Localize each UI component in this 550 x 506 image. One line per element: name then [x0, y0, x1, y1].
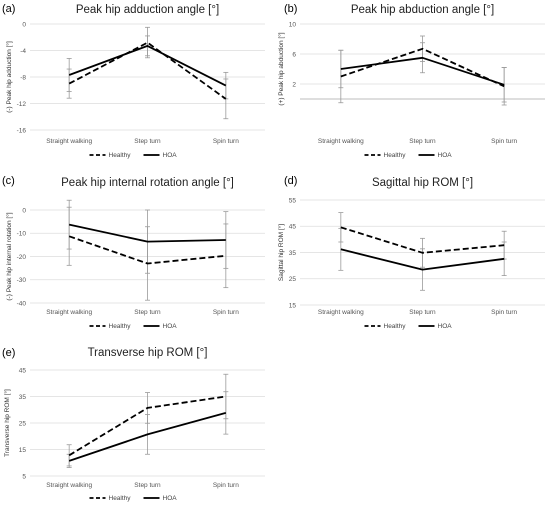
legend-label-healthy: Healthy: [384, 152, 407, 159]
chart-panel-5: (e) Transverse hip ROM [°] 45 35 25 15 5 Transv…: [2, 347, 265, 502]
x-tick-label: Step turn: [134, 482, 161, 489]
legend-label-healthy: Healthy: [109, 152, 132, 159]
series-line-hoa: [68, 412, 227, 462]
series-line-healthy: [340, 47, 505, 88]
series-line-healthy: [68, 235, 226, 265]
x-tick-label: Step turn: [409, 138, 436, 145]
y-tick-label: -30: [17, 277, 27, 284]
legend-label-hoa: HOA: [438, 323, 453, 330]
y-tick-label: 2: [292, 81, 296, 88]
panel-label: (c): [2, 175, 15, 187]
chart-title: Sagittal hip ROM [°]: [372, 177, 473, 189]
y-tick-label: 10: [289, 21, 297, 28]
panel-label: (b): [284, 3, 297, 15]
x-tick-label: Straight walking: [46, 482, 92, 489]
series-line-hoa: [68, 45, 227, 87]
x-tick-label: Step turn: [134, 309, 161, 316]
y-tick-label: -4: [20, 48, 26, 55]
chart-title: Transverse hip ROM [°]: [88, 347, 208, 359]
y-tick-label: 45: [19, 367, 27, 374]
panel-label: (a): [2, 3, 15, 15]
y-tick-label: 5: [22, 473, 26, 480]
series-line-healthy: [68, 395, 226, 457]
legend-label-hoa: HOA: [163, 152, 178, 159]
x-tick-label: Spin turn: [491, 138, 517, 145]
y-tick-label: 6: [292, 51, 296, 58]
series-line-hoa: [340, 248, 505, 271]
panel-label: (d): [284, 175, 297, 187]
x-tick-label: Straight walking: [318, 309, 364, 316]
y-axis-label: Transverse hip ROM [°]: [3, 389, 11, 457]
y-tick-label: 25: [19, 420, 27, 427]
y-tick-label: -20: [17, 254, 27, 261]
x-tick-label: Straight walking: [46, 309, 92, 316]
y-tick-label: 0: [22, 207, 26, 214]
y-tick-label: 35: [19, 394, 27, 401]
chart-title: Peak hip abduction angle [°]: [351, 4, 494, 16]
y-tick-label: 15: [289, 302, 297, 309]
chart-title: Peak hip internal rotation angle [°]: [61, 177, 234, 189]
y-axis-label: Sagittal hip ROM [°]: [277, 224, 285, 281]
x-tick-label: Step turn: [134, 138, 161, 145]
series-line-hoa: [69, 223, 226, 243]
legend-label-healthy: Healthy: [109, 323, 132, 330]
chart-panel-4: (d) Sagittal hip ROM [°] 55 45 35 25 15 Sagitta…: [277, 175, 545, 330]
x-tick-label: Straight walking: [46, 138, 92, 145]
legend-label-hoa: HOA: [163, 495, 178, 502]
y-tick-label: 55: [289, 197, 297, 204]
legend-label-hoa: HOA: [438, 152, 453, 159]
legend-label-healthy: Healthy: [109, 495, 132, 502]
series-line-healthy: [68, 41, 227, 100]
y-tick-label: 0: [22, 21, 26, 28]
y-tick-label: -40: [17, 300, 27, 307]
y-tick-label: 35: [289, 250, 297, 257]
chart-panel-1: (a) Peak hip adduction angle [°] 0 -4 -8 -12 -…: [2, 3, 265, 159]
y-tick-label: 45: [289, 224, 297, 231]
x-tick-label: Spin turn: [213, 138, 239, 145]
x-tick-label: Step turn: [409, 309, 436, 316]
y-tick-label: -10: [17, 231, 27, 238]
y-axis-label: (-) Peak hip internal rotation [°]: [5, 212, 13, 300]
y-axis-label: (-) Peak hip adduction [°]: [5, 41, 13, 113]
x-tick-label: Spin turn: [213, 309, 239, 316]
x-tick-label: Straight walking: [318, 138, 364, 145]
y-tick-label: 15: [19, 447, 27, 454]
y-tick-label: -8: [20, 74, 26, 81]
chart-title: Peak hip adduction angle [°]: [76, 4, 219, 16]
x-tick-label: Spin turn: [491, 309, 517, 316]
chart-panel-2: (b) Peak hip abduction angle [°] 10 6 2 (+) P…: [277, 3, 545, 159]
y-tick-label: -12: [17, 101, 27, 108]
y-tick-label: -16: [17, 127, 27, 134]
series-line-hoa: [340, 56, 505, 86]
legend-label-healthy: Healthy: [384, 323, 407, 330]
chart-panel-3: (c) Peak hip internal rotation angle [°] 0…: [2, 175, 265, 330]
y-tick-label: 25: [289, 276, 297, 283]
x-tick-label: Spin turn: [213, 482, 239, 489]
y-axis-label: (+) Peak hip abduction [°]: [277, 32, 285, 105]
legend-label-hoa: HOA: [163, 323, 178, 330]
panel-label: (e): [2, 347, 15, 359]
series-line-healthy: [340, 226, 505, 254]
